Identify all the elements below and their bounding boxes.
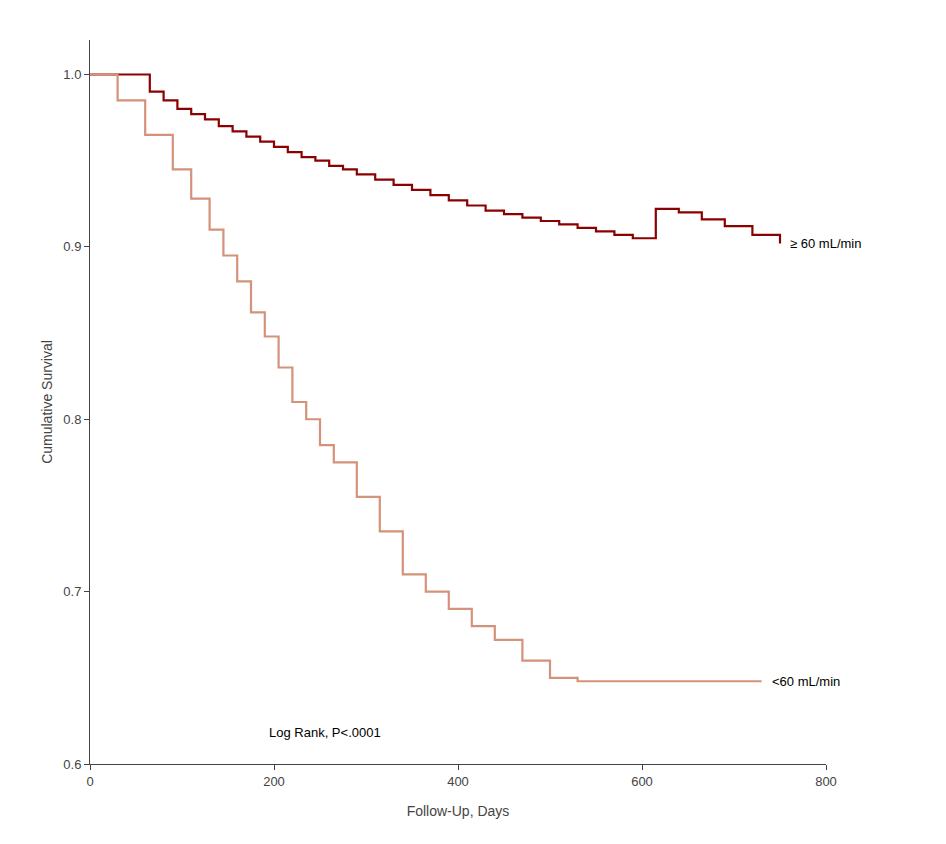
svg-text:Log Rank, P<.0001: Log Rank, P<.0001 [269,725,381,740]
svg-text:≥ 60 mL/min: ≥ 60 mL/min [790,236,861,251]
svg-text:0.7: 0.7 [63,584,81,599]
svg-text:800: 800 [815,774,837,789]
svg-text:0.6: 0.6 [63,757,81,772]
svg-text:Cumulative Survival: Cumulative Survival [39,340,55,464]
svg-text:0.8: 0.8 [63,412,81,427]
svg-text:400: 400 [447,774,469,789]
svg-text:1.0: 1.0 [63,67,81,82]
svg-text:600: 600 [631,774,653,789]
svg-text:0: 0 [86,774,93,789]
svg-text:200: 200 [263,774,285,789]
svg-text:Follow-Up, Days: Follow-Up, Days [407,803,510,819]
svg-text:0.9: 0.9 [63,239,81,254]
svg-text:<60 mL/min: <60 mL/min [772,674,840,689]
